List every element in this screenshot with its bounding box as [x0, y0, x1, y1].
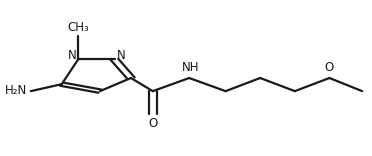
Text: NH: NH: [182, 61, 200, 74]
Text: N: N: [68, 49, 77, 62]
Text: O: O: [325, 61, 334, 74]
Text: N: N: [117, 49, 125, 62]
Text: H₂N: H₂N: [5, 84, 27, 97]
Text: O: O: [148, 117, 157, 130]
Text: CH₃: CH₃: [67, 21, 89, 34]
